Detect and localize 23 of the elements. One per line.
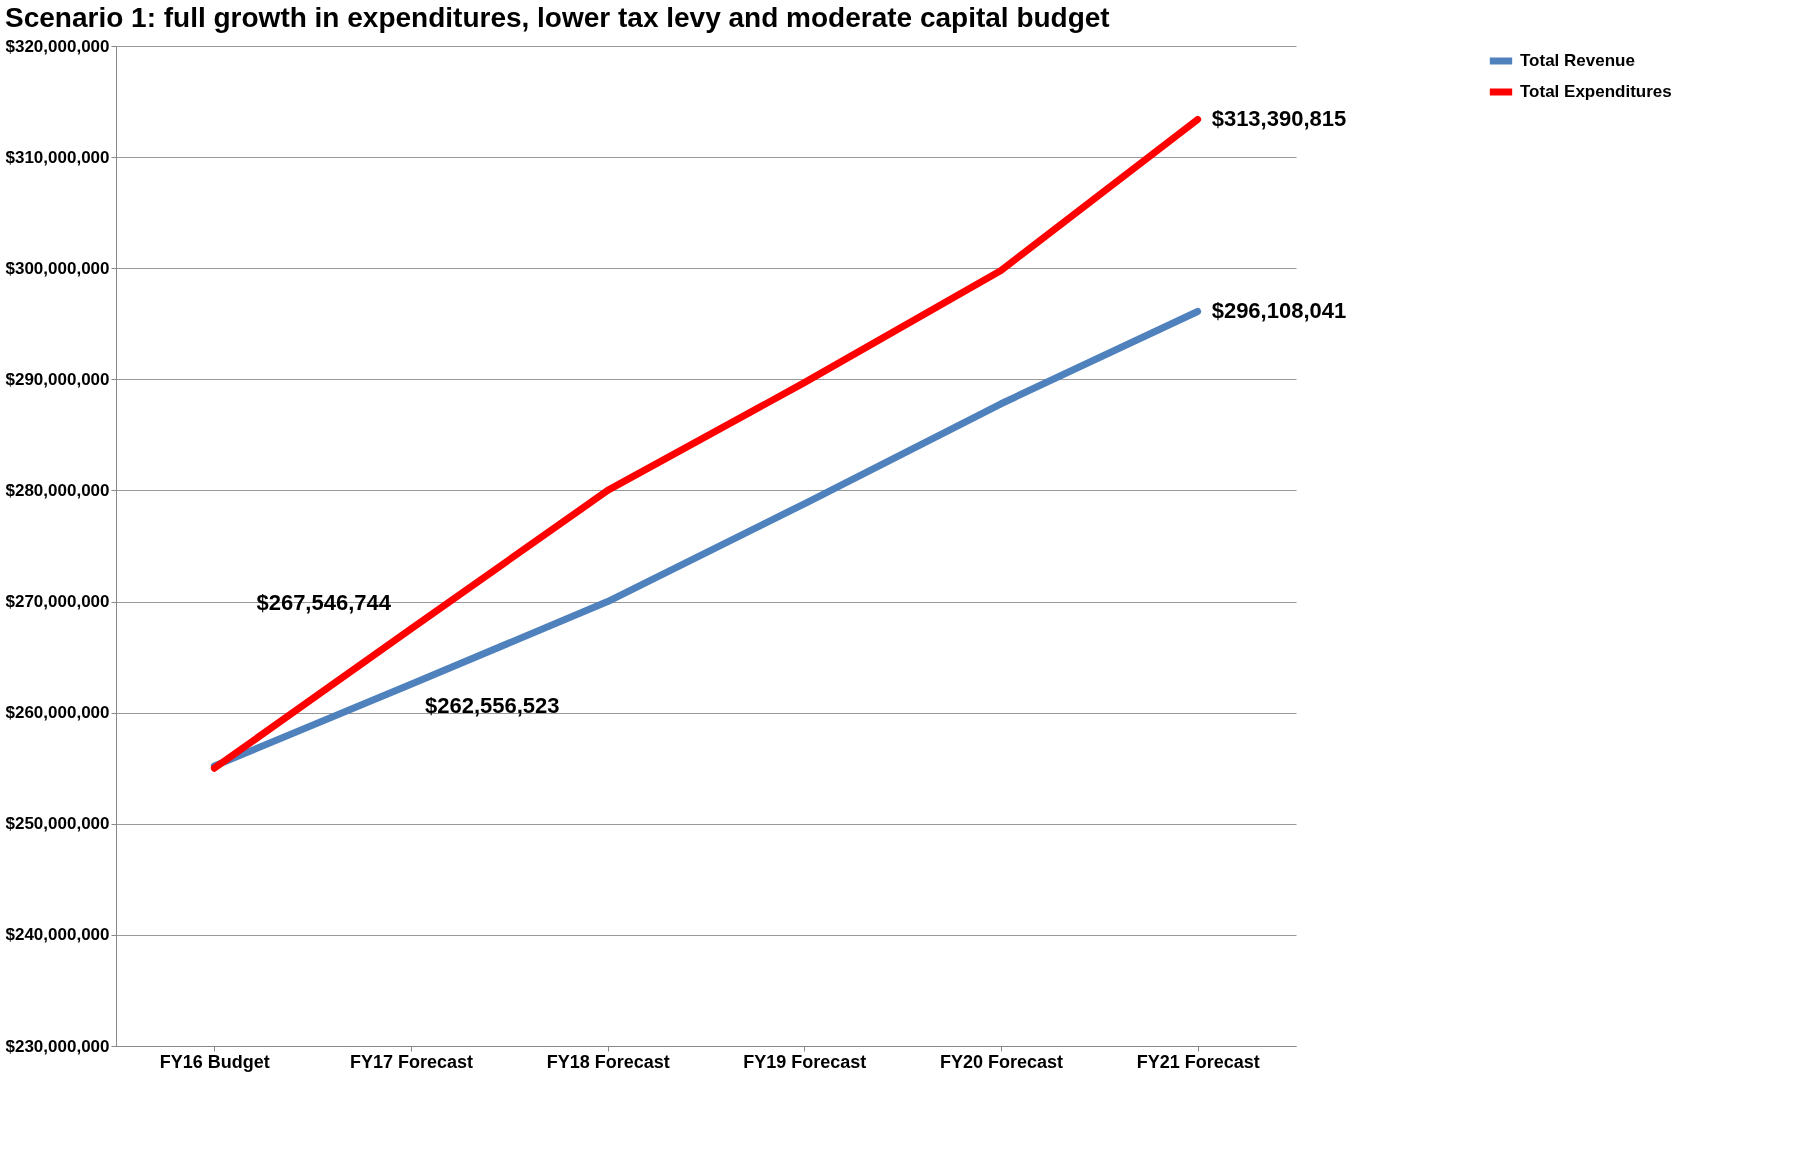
x-tick-label: FY21 Forecast <box>1136 1051 1260 1072</box>
x-tick-label: FY19 Forecast <box>743 1051 867 1072</box>
y-tick-label: $310,000,000 <box>5 147 110 167</box>
x-tick-label: FY20 Forecast <box>939 1051 1064 1072</box>
y-tick-label: $320,000,000 <box>5 36 110 56</box>
data-label: $267,546,744 <box>256 589 392 615</box>
legend-label: Total Expenditures <box>1520 82 1672 101</box>
legend-label: Total Revenue <box>1520 51 1635 70</box>
y-tick-label: $300,000,000 <box>5 258 110 278</box>
x-tick-label: FY17 Forecast <box>349 1051 474 1072</box>
data-label: $313,390,815 <box>1211 106 1347 132</box>
y-tick-label: $240,000,000 <box>5 925 110 945</box>
y-tick-label: $290,000,000 <box>5 369 110 389</box>
y-tick-label: $230,000,000 <box>5 1036 110 1056</box>
data-label: $296,108,041 <box>1211 298 1347 324</box>
data-label: $262,556,523 <box>425 693 560 719</box>
y-tick-label: $280,000,000 <box>5 480 110 500</box>
chart-title: Scenario 1: full growth in expenditures, lower tax levy and moderate capital budget <box>5 2 1110 33</box>
y-tick-label: $270,000,000 <box>5 592 110 612</box>
y-tick-label: $260,000,000 <box>5 703 110 723</box>
y-tick-label: $250,000,000 <box>5 814 110 834</box>
x-tick-label: FY16 Budget <box>159 1051 270 1072</box>
x-tick-label: FY18 Forecast <box>546 1051 670 1072</box>
